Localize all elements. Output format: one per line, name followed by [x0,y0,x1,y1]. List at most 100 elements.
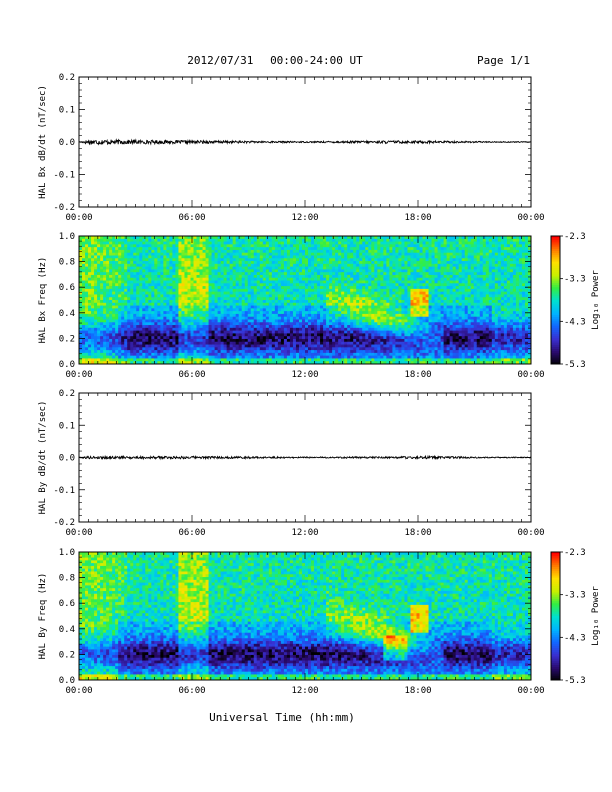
spectrogram-cell [175,319,179,323]
spectrogram-cell [320,305,324,309]
spectrogram-cell [311,338,315,343]
spectrogram-cell [187,297,191,301]
spectrogram-cell [211,244,216,248]
spectrogram-cell [118,294,122,298]
spectrogram-cell [184,258,188,262]
spectrogram-cell [262,327,267,332]
spectrogram-cell [347,244,351,248]
spectrogram-cell [229,247,234,251]
spectrogram-cell [265,350,270,354]
spectrogram-cell [292,272,297,276]
spectrogram-cell [103,280,107,284]
spectrogram-cell [286,344,291,348]
spectrogram-cell [338,336,342,340]
spectrogram-cell [262,294,267,298]
spectrogram-cell [148,261,152,265]
spectrogram-cell [97,313,101,318]
spectrogram-cell [323,350,327,354]
spectrogram-cell [338,305,342,309]
spectrogram-cell [139,325,143,329]
spectrogram-cell [305,358,309,362]
spectrogram-cell [145,347,149,351]
spectrogram-cell [253,338,258,343]
spectrogram-cell [214,313,219,318]
spectrogram-cell [199,316,204,320]
spectrogram-cell [262,263,267,268]
spectrogram-cell [377,288,381,293]
spectrogram-cell [362,350,366,354]
spectrogram-cell [335,308,339,312]
spectrogram-cell [262,311,267,315]
spectrogram-cell [359,238,363,243]
spectrogram-cell [374,258,378,262]
spectrogram-cell [208,241,213,245]
spectrogram-cell [163,325,167,329]
spectrogram-cell [136,330,140,334]
spectrogram-cell [308,247,312,251]
spectrogram-cell [223,302,228,307]
spectrogram-cell [241,325,246,329]
spectrogram-cell [178,350,182,354]
spectrogram-cell [265,297,270,301]
spectrogram-cell [374,255,378,259]
spectrogram-cell [253,305,258,309]
spectrogram-cell [115,352,119,357]
spectrogram-cell [133,308,137,312]
spectrogram-cell [85,327,89,332]
spectrogram-cell [220,238,225,243]
spectrogram-cell [286,311,291,315]
spectrogram-cell [271,280,276,284]
spectrogram-cell [178,247,182,251]
spectrogram-cell [214,327,219,332]
spectrogram-cell [88,313,92,318]
spectrogram-cell [208,300,213,304]
spectrogram-cell [326,255,330,259]
spectrogram-cell [250,302,255,307]
spectrogram-cell [109,291,113,295]
spectrogram-cell [271,330,276,334]
spectrogram-cell [238,350,243,354]
spectrogram-cell [392,319,396,323]
spectrogram-cell [265,308,270,312]
spectrogram-cell [311,286,315,290]
spectrogram-cell [311,313,315,318]
spectrogram-cell [196,288,201,293]
spectrogram-cell [389,291,393,295]
spectrogram-cell [166,238,170,243]
spectrogram-cell [214,305,219,309]
spectrogram-cell [130,308,134,312]
spectrogram-cell [112,236,116,240]
spectrogram-cell [175,238,179,243]
spectrogram-cell [142,241,146,245]
spectrogram-cell [353,311,357,315]
spectrogram-cell [235,302,240,307]
spectrogram-cell [244,341,249,346]
spectrogram-cell [115,344,119,348]
spectrogram-cell [235,249,240,254]
spectrogram-cell [326,322,330,326]
spectrogram-cell [106,330,110,334]
spectrogram-cell [223,333,228,337]
spectrogram-cell [265,255,270,259]
spectrogram-cell [130,263,134,268]
spectrogram-cell [91,255,95,259]
spectrogram-cell [223,261,228,265]
spectrogram-cell [241,327,246,332]
spectrogram-cell [338,358,342,362]
spectrogram-cell [115,350,119,354]
spectrogram-cell [133,249,137,254]
spectrogram-cell [187,236,191,240]
spectrogram-cell [82,330,86,334]
spectrogram-cell [232,347,237,351]
spectrogram-cell [274,338,279,343]
spectrogram-cell [377,258,381,262]
spectrogram-cell [145,241,149,245]
spectrogram-cell [371,294,375,298]
spectrogram-cell [97,297,101,301]
spectrogram-cell [223,249,228,254]
spectrogram-cell [392,344,396,348]
spectrogram-cell [154,266,158,270]
spectrogram-cell [250,316,255,320]
spectrogram-cell [289,294,294,298]
spectrogram-cell [127,286,131,290]
